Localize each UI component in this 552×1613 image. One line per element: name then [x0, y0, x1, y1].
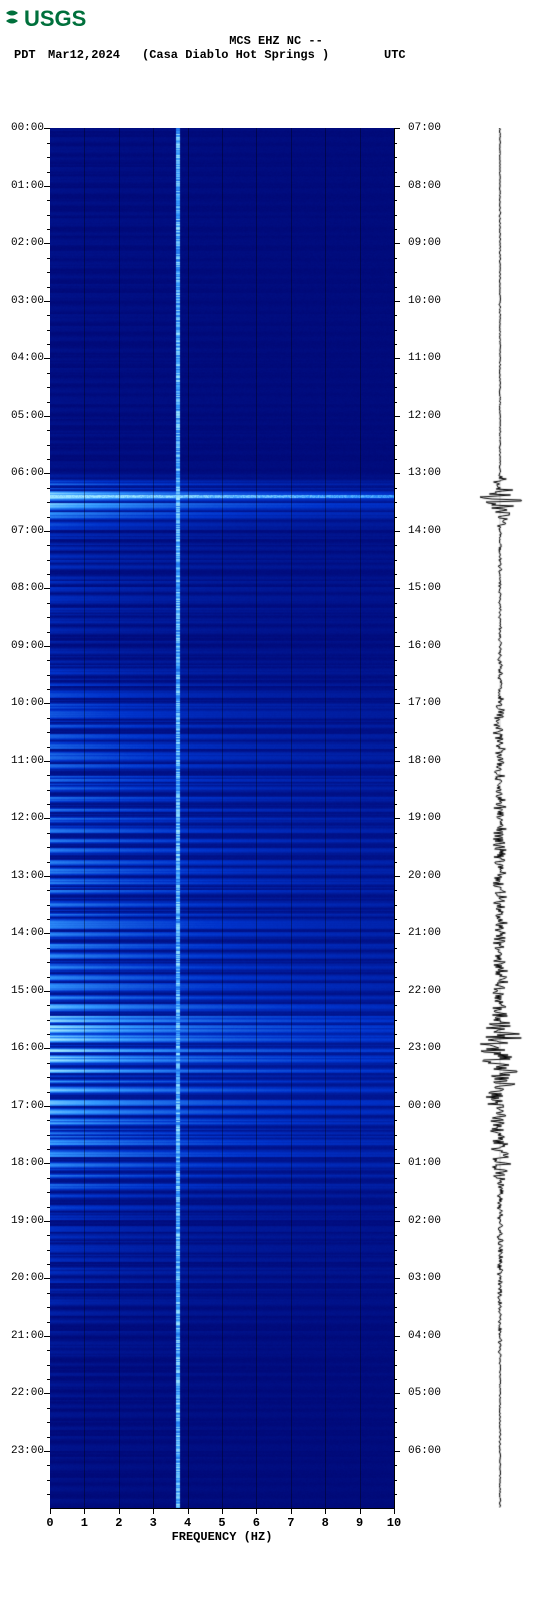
right-major-tick — [394, 358, 400, 359]
right-hour-label: 16:00 — [408, 640, 441, 652]
chart-header: MCS EHZ NC -- — [0, 34, 552, 48]
left-hour-label: 01:00 — [11, 180, 44, 192]
seismogram-canvas — [470, 128, 530, 1508]
right-major-tick — [394, 703, 400, 704]
x-axis-title: FREQUENCY (HZ) — [50, 1530, 394, 1544]
right-major-tick — [394, 1278, 400, 1279]
right-major-tick — [394, 991, 400, 992]
station-code: MCS EHZ NC -- — [0, 34, 552, 48]
left-hour-label: 11:00 — [11, 755, 44, 767]
left-hour-label: 07:00 — [11, 525, 44, 537]
frequency-axis: 012345678910 FREQUENCY (HZ) — [50, 1508, 394, 1548]
spectrogram — [50, 128, 394, 1508]
right-time-axis: 07:0008:0009:0010:0011:0012:0013:0014:00… — [394, 128, 460, 1508]
left-hour-label: 10:00 — [11, 697, 44, 709]
left-hour-label: 16:00 — [11, 1042, 44, 1054]
x-tick-label: 10 — [387, 1516, 401, 1530]
left-hour-label: 13:00 — [11, 870, 44, 882]
x-tick-label: 5 — [218, 1516, 225, 1530]
right-hour-label: 01:00 — [408, 1157, 441, 1169]
x-tick-label: 6 — [253, 1516, 260, 1530]
left-hour-label: 22:00 — [11, 1387, 44, 1399]
right-major-tick — [394, 1451, 400, 1452]
left-hour-label: 15:00 — [11, 985, 44, 997]
right-major-tick — [394, 1048, 400, 1049]
left-time-axis: 00:0001:0002:0003:0004:0005:0006:0007:00… — [0, 128, 50, 1508]
right-hour-label: 06:00 — [408, 1445, 441, 1457]
x-tick-label: 9 — [356, 1516, 363, 1530]
left-hour-label: 18:00 — [11, 1157, 44, 1169]
left-hour-label: 02:00 — [11, 237, 44, 249]
right-hour-label: 07:00 — [408, 122, 441, 134]
left-hour-label: 19:00 — [11, 1215, 44, 1227]
right-hour-label: 17:00 — [408, 697, 441, 709]
svg-text:USGS: USGS — [24, 6, 86, 31]
right-hour-label: 13:00 — [408, 467, 441, 479]
right-major-tick — [394, 128, 400, 129]
right-hour-label: 08:00 — [408, 180, 441, 192]
left-hour-label: 08:00 — [11, 582, 44, 594]
x-tick-label: 1 — [81, 1516, 88, 1530]
right-major-tick — [394, 531, 400, 532]
right-major-tick — [394, 243, 400, 244]
x-tick-label: 7 — [287, 1516, 294, 1530]
left-hour-label: 09:00 — [11, 640, 44, 652]
right-hour-label: 18:00 — [408, 755, 441, 767]
right-hour-label: 11:00 — [408, 352, 441, 364]
right-major-tick — [394, 1221, 400, 1222]
right-major-tick — [394, 186, 400, 187]
x-tick-label: 3 — [150, 1516, 157, 1530]
right-hour-label: 19:00 — [408, 812, 441, 824]
left-hour-label: 17:00 — [11, 1100, 44, 1112]
right-hour-label: 20:00 — [408, 870, 441, 882]
right-hour-label: 10:00 — [408, 295, 441, 307]
right-hour-label: 03:00 — [408, 1272, 441, 1284]
right-hour-label: 00:00 — [408, 1100, 441, 1112]
right-major-tick — [394, 1106, 400, 1107]
spectrogram-canvas — [50, 128, 394, 1508]
right-hour-label: 15:00 — [408, 582, 441, 594]
right-major-tick — [394, 1393, 400, 1394]
seismogram-trace — [470, 128, 530, 1508]
right-major-tick — [394, 588, 400, 589]
right-major-tick — [394, 1336, 400, 1337]
right-hour-label: 14:00 — [408, 525, 441, 537]
right-major-tick — [394, 473, 400, 474]
right-major-tick — [394, 646, 400, 647]
x-tick-label: 4 — [184, 1516, 191, 1530]
left-hour-label: 20:00 — [11, 1272, 44, 1284]
left-hour-label: 06:00 — [11, 467, 44, 479]
right-major-tick — [394, 1163, 400, 1164]
left-hour-label: 12:00 — [11, 812, 44, 824]
right-hour-label: 05:00 — [408, 1387, 441, 1399]
left-hour-label: 14:00 — [11, 927, 44, 939]
right-hour-label: 22:00 — [408, 985, 441, 997]
left-hour-label: 23:00 — [11, 1445, 44, 1457]
left-hour-label: 03:00 — [11, 295, 44, 307]
right-major-tick — [394, 818, 400, 819]
right-major-tick — [394, 416, 400, 417]
plot-area: 00:00 01:00 02:00 03:00 04:00 05:00 06:00 07:00… — [0, 48, 552, 1608]
right-major-tick — [394, 761, 400, 762]
right-major-tick — [394, 301, 400, 302]
left-hour-label: 05:00 — [11, 410, 44, 422]
right-hour-label: 04:00 — [408, 1330, 441, 1342]
right-major-tick — [394, 876, 400, 877]
left-hour-label: 21:00 — [11, 1330, 44, 1342]
right-major-tick — [394, 933, 400, 934]
right-hour-label: 02:00 — [408, 1215, 441, 1227]
right-hour-label: 23:00 — [408, 1042, 441, 1054]
x-tick-label: 8 — [322, 1516, 329, 1530]
right-hour-label: 09:00 — [408, 237, 441, 249]
left-hour-label: 00:00 — [11, 122, 44, 134]
left-hour-label: 04:00 — [11, 352, 44, 364]
x-tick-label: 2 — [115, 1516, 122, 1530]
usgs-logo: USGS — [0, 0, 552, 32]
right-hour-label: 12:00 — [408, 410, 441, 422]
x-tick-label: 0 — [46, 1516, 53, 1530]
right-hour-label: 21:00 — [408, 927, 441, 939]
